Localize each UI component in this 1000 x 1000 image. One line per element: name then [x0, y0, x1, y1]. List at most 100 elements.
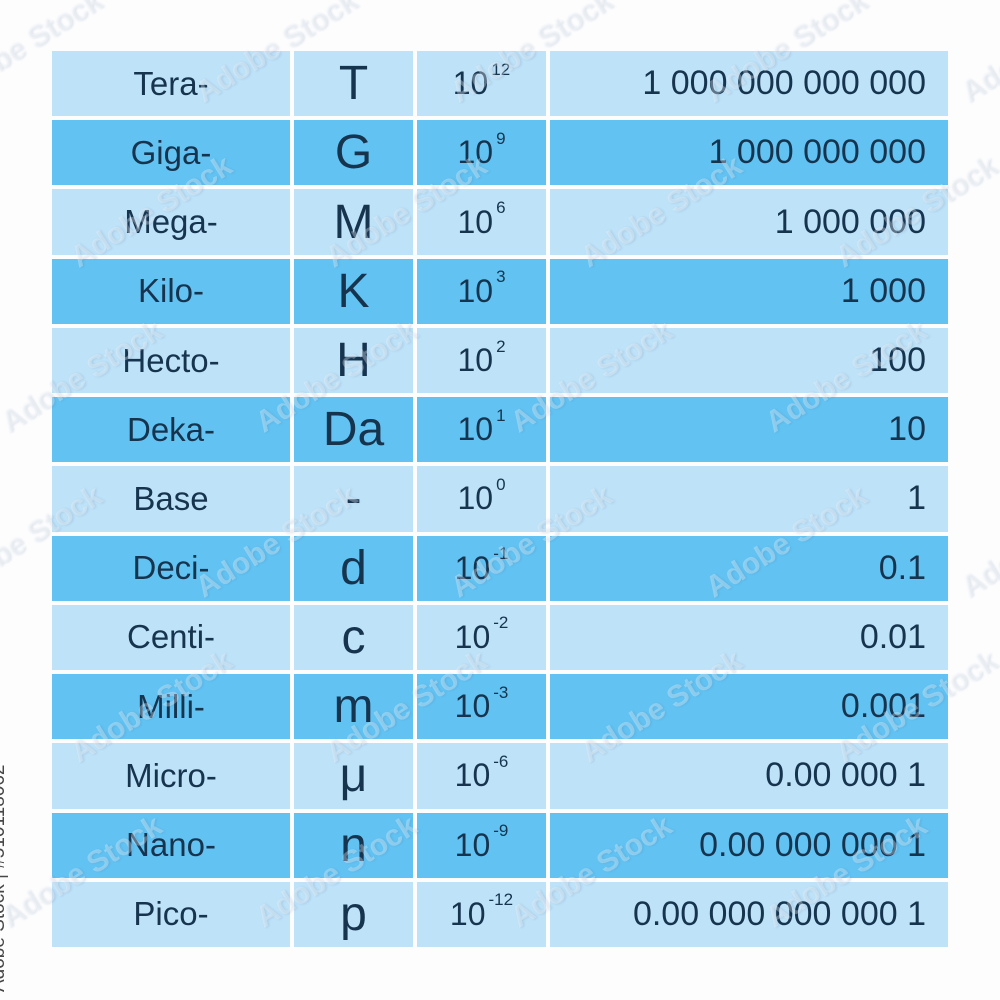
- symbol-label: -: [345, 472, 362, 526]
- prefix-name-cell: Base: [52, 466, 290, 532]
- power-exponent: 2: [496, 336, 506, 356]
- prefix-symbol-cell: μ: [294, 743, 413, 809]
- table-row: Deci- d 10 -1 0.1: [52, 535, 948, 601]
- table-row: Base - 10 0 1: [52, 466, 948, 532]
- decimal-value-cell: 1 000 000: [550, 189, 948, 255]
- power-of-ten-cell: 10 6: [417, 189, 546, 255]
- power-of-ten-cell: 10 -1: [417, 535, 546, 601]
- prefix-name-cell: Deci-: [52, 535, 290, 601]
- power-base: 10: [454, 826, 491, 863]
- symbol-label: μ: [339, 749, 368, 803]
- power-exponent: -3: [493, 682, 509, 702]
- power-of-ten-cell: 10 0: [417, 466, 546, 532]
- table-row: Deka- Da 10 1 10: [52, 397, 948, 463]
- prefix-label: Nano-: [126, 826, 216, 864]
- prefix-symbol-cell: K: [294, 258, 413, 324]
- prefix-name-cell: Giga-: [52, 120, 290, 186]
- power-of-ten-cell: 10 -3: [417, 674, 546, 740]
- power-exponent: 0: [496, 474, 506, 494]
- decimal-value-cell: 1 000: [550, 258, 948, 324]
- table-row: Nano- n 10 -9 0.00 000 000 1: [52, 812, 948, 878]
- prefix-symbol-cell: H: [294, 327, 413, 394]
- prefix-symbol-cell: -: [294, 466, 413, 532]
- value-label: 1 000 000 000 000: [642, 64, 926, 103]
- prefix-name-cell: Mega-: [52, 189, 290, 255]
- decimal-value-cell: 0.01: [550, 604, 948, 671]
- value-label: 0.00 000 1: [765, 756, 926, 795]
- power-base: 10: [454, 549, 491, 586]
- prefix-symbol-cell: G: [294, 120, 413, 186]
- decimal-value-cell: 0.001: [550, 674, 948, 740]
- adobe-stock-watermark: Adobe Stock: [954, 479, 1000, 605]
- power-base: 10: [457, 134, 494, 171]
- prefix-symbol-cell: n: [294, 812, 413, 878]
- prefix-symbol-cell: Da: [294, 397, 413, 463]
- table-row: Milli- m 10 -3 0.001: [52, 674, 948, 740]
- power-exponent: 6: [496, 198, 506, 218]
- power-base: 10: [457, 342, 494, 379]
- power-base: 10: [457, 411, 494, 448]
- prefix-name-cell: Centi-: [52, 604, 290, 671]
- table-row: Micro- μ 10 -6 0.00 000 1: [52, 743, 948, 809]
- symbol-label: G: [334, 126, 373, 180]
- prefix-label: Mega-: [124, 203, 218, 241]
- prefix-symbol-cell: T: [294, 51, 413, 117]
- prefix-name-cell: Deka-: [52, 397, 290, 463]
- power-of-ten-cell: 10 -12: [417, 881, 546, 947]
- prefix-symbol-cell: d: [294, 535, 413, 601]
- value-label: 0.00 000 000 000 1: [632, 894, 926, 933]
- power-of-ten-cell: 10 -9: [417, 812, 546, 878]
- prefix-label: Micro-: [125, 756, 217, 794]
- prefix-name-cell: Hecto-: [52, 327, 290, 394]
- symbol-label: H: [336, 334, 371, 388]
- prefix-name-cell: Milli-: [52, 674, 290, 740]
- power-exponent: -12: [488, 890, 514, 910]
- power-base: 10: [454, 618, 491, 655]
- power-base: 10: [457, 272, 494, 309]
- value-label: 0.1: [878, 548, 926, 587]
- power-exponent: -2: [493, 613, 509, 633]
- decimal-value-cell: 0.00 000 1: [550, 743, 948, 809]
- symbol-label: m: [333, 680, 374, 734]
- decimal-value-cell: 1 000 000 000 000: [550, 51, 948, 117]
- value-label: 0.001: [840, 687, 926, 726]
- value-label: 0.00 000 000 1: [699, 825, 926, 864]
- stock-id-watermark: Adobe Stock | #510118062: [0, 764, 9, 993]
- table-row: Kilo- K 10 3 1 000: [52, 258, 948, 324]
- value-label: 1: [907, 479, 926, 518]
- power-base: 10: [457, 480, 494, 517]
- prefix-label: Deka-: [126, 410, 216, 448]
- prefix-name-cell: Nano-: [52, 812, 290, 878]
- prefix-name-cell: Kilo-: [52, 258, 290, 324]
- power-exponent: 9: [496, 128, 506, 148]
- metric-prefix-table: Tera- T 10 12 1 000 000 000 000 Giga- G 1…: [52, 51, 948, 947]
- power-of-ten-cell: 10 1: [417, 397, 546, 463]
- value-label: 1 000: [840, 271, 926, 310]
- power-of-ten-cell: 10 -6: [417, 743, 546, 809]
- power-of-ten-cell: 10 2: [417, 327, 546, 394]
- decimal-value-cell: 0.1: [550, 535, 948, 601]
- table-row: Pico- p 10 -12 0.00 000 000 000 1: [52, 881, 948, 947]
- prefix-label: Deci-: [132, 549, 210, 587]
- prefix-symbol-cell: m: [294, 674, 413, 740]
- prefix-symbol-cell: p: [294, 881, 413, 947]
- decimal-value-cell: 1: [550, 466, 948, 532]
- power-exponent: 12: [491, 59, 511, 79]
- table-row: Hecto- H 10 2 100: [52, 327, 948, 394]
- power-exponent: -9: [493, 821, 509, 841]
- table-row: Tera- T 10 12 1 000 000 000 000: [52, 51, 948, 117]
- symbol-label: M: [333, 195, 374, 249]
- power-base: 10: [457, 203, 494, 240]
- value-label: 100: [869, 341, 926, 380]
- prefix-label: Hecto-: [122, 341, 220, 379]
- prefix-symbol-cell: c: [294, 604, 413, 671]
- power-of-ten-cell: 10 3: [417, 258, 546, 324]
- prefix-label: Tera-: [133, 64, 209, 102]
- decimal-value-cell: 1 000 000 000: [550, 120, 948, 186]
- decimal-value-cell: 100: [550, 327, 948, 394]
- power-of-ten-cell: 10 -2: [417, 604, 546, 671]
- value-label: 10: [888, 410, 926, 449]
- decimal-value-cell: 0.00 000 000 1: [550, 812, 948, 878]
- power-exponent: -6: [493, 751, 509, 771]
- prefix-symbol-cell: M: [294, 189, 413, 255]
